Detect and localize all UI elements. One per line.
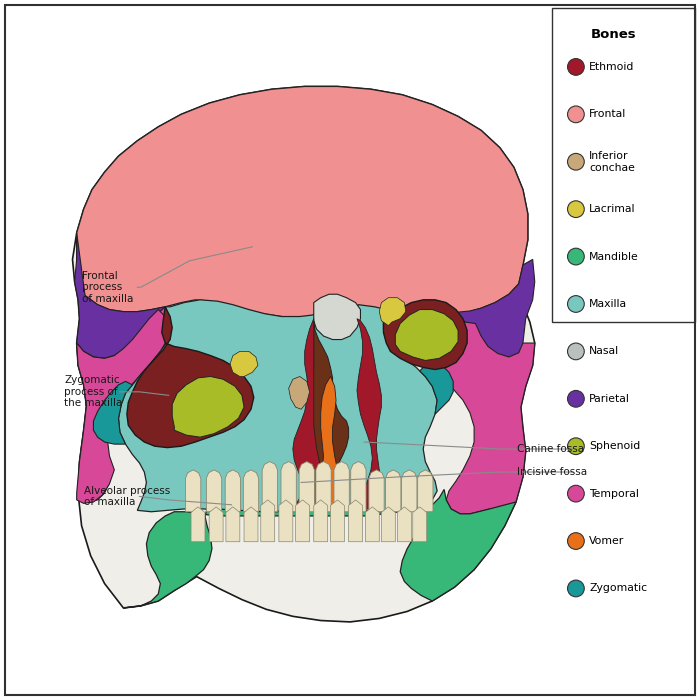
Polygon shape <box>288 377 309 410</box>
Polygon shape <box>413 507 427 542</box>
Polygon shape <box>191 507 205 542</box>
Polygon shape <box>230 351 258 377</box>
Circle shape <box>568 295 584 312</box>
Polygon shape <box>244 470 259 512</box>
Text: Incisive fossa: Incisive fossa <box>517 467 587 477</box>
Text: Frontal: Frontal <box>589 109 626 119</box>
Polygon shape <box>225 470 241 512</box>
Text: Mandible: Mandible <box>589 251 639 262</box>
Polygon shape <box>77 307 170 502</box>
Polygon shape <box>430 322 535 514</box>
Polygon shape <box>384 300 467 370</box>
Text: Maxilla: Maxilla <box>589 299 627 309</box>
Polygon shape <box>316 461 331 512</box>
Polygon shape <box>262 461 277 512</box>
Polygon shape <box>382 507 395 542</box>
Polygon shape <box>127 307 254 447</box>
Circle shape <box>568 153 584 170</box>
Circle shape <box>568 343 584 360</box>
Polygon shape <box>314 294 360 340</box>
Text: Ethmoid: Ethmoid <box>589 62 634 72</box>
Polygon shape <box>398 507 412 542</box>
Polygon shape <box>420 363 453 414</box>
Text: Frontal
process
of maxilla: Frontal process of maxilla <box>82 271 133 304</box>
Polygon shape <box>357 318 384 509</box>
Text: Canine fossa: Canine fossa <box>517 444 584 454</box>
Polygon shape <box>295 500 309 542</box>
Polygon shape <box>349 500 363 542</box>
Polygon shape <box>75 233 165 358</box>
Polygon shape <box>330 500 344 542</box>
Polygon shape <box>456 260 535 365</box>
Text: Bones: Bones <box>591 28 636 41</box>
Text: Sphenoid: Sphenoid <box>589 441 640 452</box>
Polygon shape <box>314 500 328 542</box>
Polygon shape <box>290 318 323 509</box>
Polygon shape <box>261 500 274 542</box>
Polygon shape <box>318 377 337 509</box>
Polygon shape <box>299 461 314 512</box>
Circle shape <box>568 106 584 122</box>
Polygon shape <box>77 87 528 318</box>
Polygon shape <box>209 507 223 542</box>
Polygon shape <box>379 298 406 326</box>
Polygon shape <box>279 500 293 542</box>
Polygon shape <box>402 470 417 512</box>
Text: Parietal: Parietal <box>589 394 630 404</box>
Polygon shape <box>93 382 132 444</box>
Polygon shape <box>186 470 201 512</box>
Text: Alveolar process
of maxilla: Alveolar process of maxilla <box>84 486 170 508</box>
Circle shape <box>568 580 584 597</box>
Polygon shape <box>365 507 379 542</box>
Circle shape <box>568 533 584 550</box>
Circle shape <box>568 391 584 407</box>
Circle shape <box>568 438 584 454</box>
Polygon shape <box>334 461 349 512</box>
Polygon shape <box>118 300 438 512</box>
Polygon shape <box>418 470 433 512</box>
Text: Zygomatic
process of
the maxilla: Zygomatic process of the maxilla <box>64 375 122 408</box>
Circle shape <box>568 59 584 76</box>
Polygon shape <box>123 489 516 608</box>
Polygon shape <box>369 470 384 512</box>
Polygon shape <box>386 470 401 512</box>
Circle shape <box>568 248 584 265</box>
Circle shape <box>568 485 584 502</box>
Text: Zygomatic: Zygomatic <box>589 584 648 594</box>
Polygon shape <box>172 377 244 438</box>
Text: Temporal: Temporal <box>589 489 639 498</box>
Polygon shape <box>395 309 458 360</box>
Polygon shape <box>73 87 535 622</box>
Text: Vomer: Vomer <box>589 536 624 546</box>
Polygon shape <box>244 507 258 542</box>
FancyBboxPatch shape <box>552 8 695 322</box>
Circle shape <box>568 201 584 218</box>
Polygon shape <box>77 309 169 503</box>
Text: Inferior
conchae: Inferior conchae <box>589 151 635 173</box>
Polygon shape <box>226 507 240 542</box>
Polygon shape <box>206 470 222 512</box>
Text: Lacrimal: Lacrimal <box>589 204 636 214</box>
Text: Nasal: Nasal <box>589 346 620 356</box>
Polygon shape <box>308 321 349 509</box>
Polygon shape <box>281 461 296 512</box>
Polygon shape <box>351 461 366 512</box>
